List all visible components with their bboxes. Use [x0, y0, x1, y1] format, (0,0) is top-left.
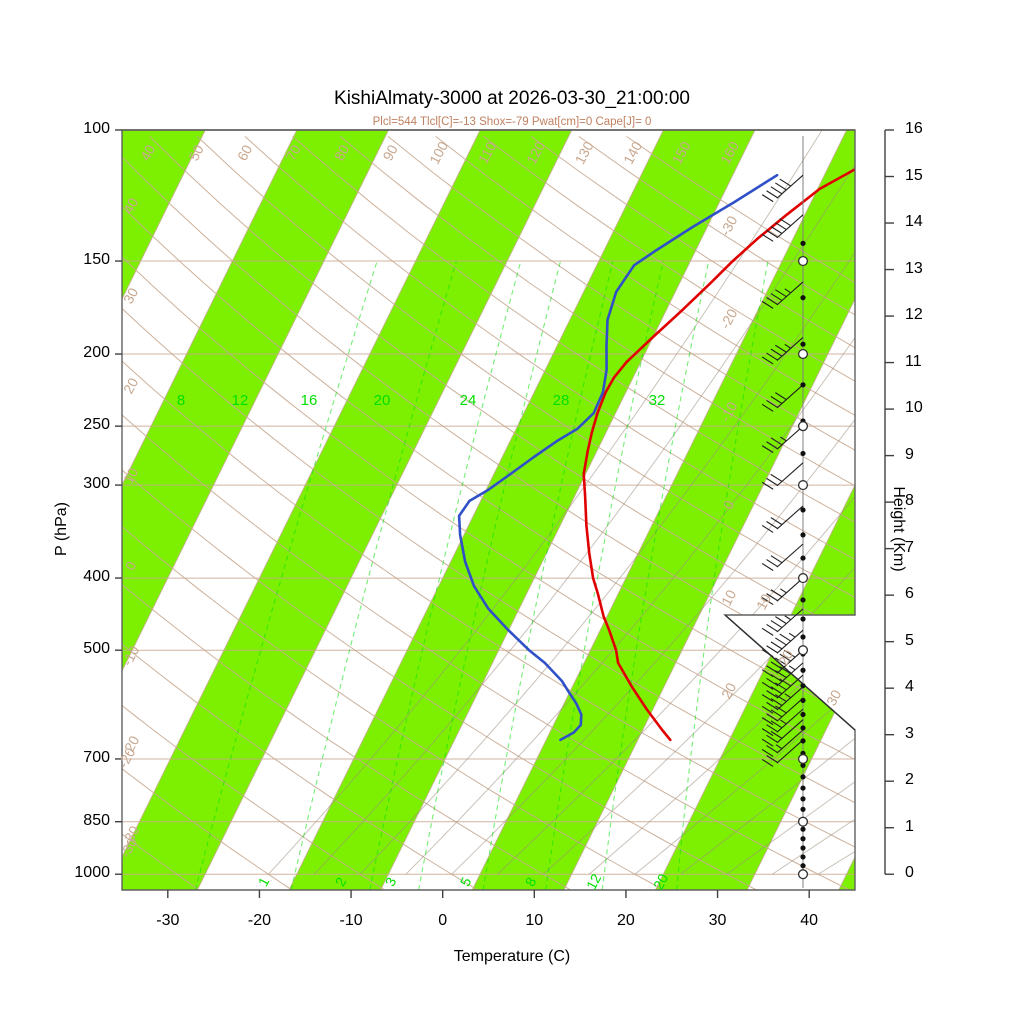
svg-text:16: 16	[301, 392, 318, 409]
pressure-tick-label: 150	[83, 251, 110, 269]
pressure-tick-label: 850	[83, 811, 110, 829]
svg-text:50: 50	[185, 142, 207, 163]
pressure-tick-label: 250	[83, 416, 110, 434]
svg-text:10: 10	[718, 587, 740, 608]
page-title: KishiAlmaty-3000 at 2026-03-30_21:00:00	[334, 88, 690, 109]
sounding-profiles	[457, 165, 855, 742]
svg-text:24: 24	[460, 392, 477, 409]
height-tick-label: 2	[905, 771, 914, 789]
pressure-tick-label: 500	[83, 640, 110, 658]
svg-text:20: 20	[374, 392, 391, 409]
svg-text:5: 5	[457, 874, 475, 889]
mixing-ratio-lines	[194, 260, 769, 890]
temperature-tick-label: -30	[156, 912, 180, 929]
svg-text:-20: -20	[717, 306, 741, 332]
pressure-tick-label: 100	[83, 120, 110, 137]
pressure-tick-label: 1000	[74, 864, 110, 882]
svg-text:100: 100	[426, 138, 451, 166]
pressure-tick-label: 400	[83, 568, 110, 586]
svg-text:90: 90	[379, 142, 401, 163]
temperature-tick-label: 10	[525, 912, 544, 929]
height-tick-label: 8	[905, 492, 914, 510]
svg-text:28: 28	[553, 392, 570, 409]
svg-text:20: 20	[775, 647, 797, 668]
svg-text:40: 40	[120, 195, 142, 216]
svg-text:70: 70	[282, 142, 304, 163]
temperature-tick-label: 40	[800, 912, 819, 929]
svg-text:140: 140	[620, 138, 645, 166]
wind-barb-column	[761, 136, 809, 888]
svg-text:40: 40	[137, 142, 159, 163]
svg-text:30: 30	[823, 687, 845, 708]
isotherm-shading	[122, 130, 855, 890]
height-tick-label: 9	[905, 445, 914, 463]
temperature-tick-label: 30	[708, 912, 727, 929]
height-tick-label: 5	[905, 631, 914, 649]
height-tick-label: 14	[905, 213, 923, 231]
svg-text:30: 30	[120, 285, 142, 306]
height-tick-label: 6	[905, 585, 914, 603]
height-tick-label: 11	[905, 352, 922, 370]
svg-text:3: 3	[382, 874, 400, 889]
height-tick-label: 1	[905, 817, 914, 835]
height-tick-label: 16	[905, 120, 923, 137]
plot-frame	[121, 129, 856, 891]
svg-text:12: 12	[232, 392, 249, 409]
svg-text:-30: -30	[717, 213, 741, 239]
temperature-tick-label: -10	[339, 912, 363, 929]
axis-ticks	[115, 129, 894, 898]
svg-text:80: 80	[331, 142, 353, 163]
sounding-indices: Plcl=544 Tlcl[C]=-13 Shox=-79 Pwat[cm]=0…	[372, 116, 652, 128]
isobar-lines	[122, 130, 855, 875]
height-tick-label: 4	[905, 678, 914, 696]
temperature-tick-label: 0	[438, 912, 448, 929]
svg-text:10: 10	[753, 591, 775, 612]
svg-text:20: 20	[650, 871, 672, 892]
svg-text:1: 1	[255, 874, 273, 889]
height-tick-label: 15	[905, 166, 923, 184]
pressure-tick-label: 700	[83, 748, 110, 766]
height-tick-label: 7	[905, 538, 914, 556]
svg-text:20: 20	[120, 375, 142, 396]
svg-text:10: 10	[120, 465, 142, 486]
height-tick-label: 3	[905, 724, 914, 742]
svg-text:130: 130	[572, 138, 597, 166]
pressure-tick-label: 300	[83, 475, 110, 493]
svg-text:12: 12	[583, 871, 605, 892]
x-axis-label: Temperature (C)	[453, 948, 571, 965]
svg-text:8: 8	[177, 392, 185, 409]
height-tick-label: 10	[905, 399, 923, 417]
temperature-tick-label: -20	[247, 912, 271, 929]
temperature-tick-label: 20	[617, 912, 635, 929]
height-tick-label: 13	[905, 259, 923, 277]
height-tick-label: 0	[905, 864, 914, 882]
height-tick-label: 12	[905, 306, 923, 324]
svg-text:20: 20	[718, 680, 740, 701]
pressure-tick-label: 200	[83, 344, 110, 362]
svg-text:32: 32	[649, 392, 666, 409]
svg-text:60: 60	[234, 142, 256, 163]
